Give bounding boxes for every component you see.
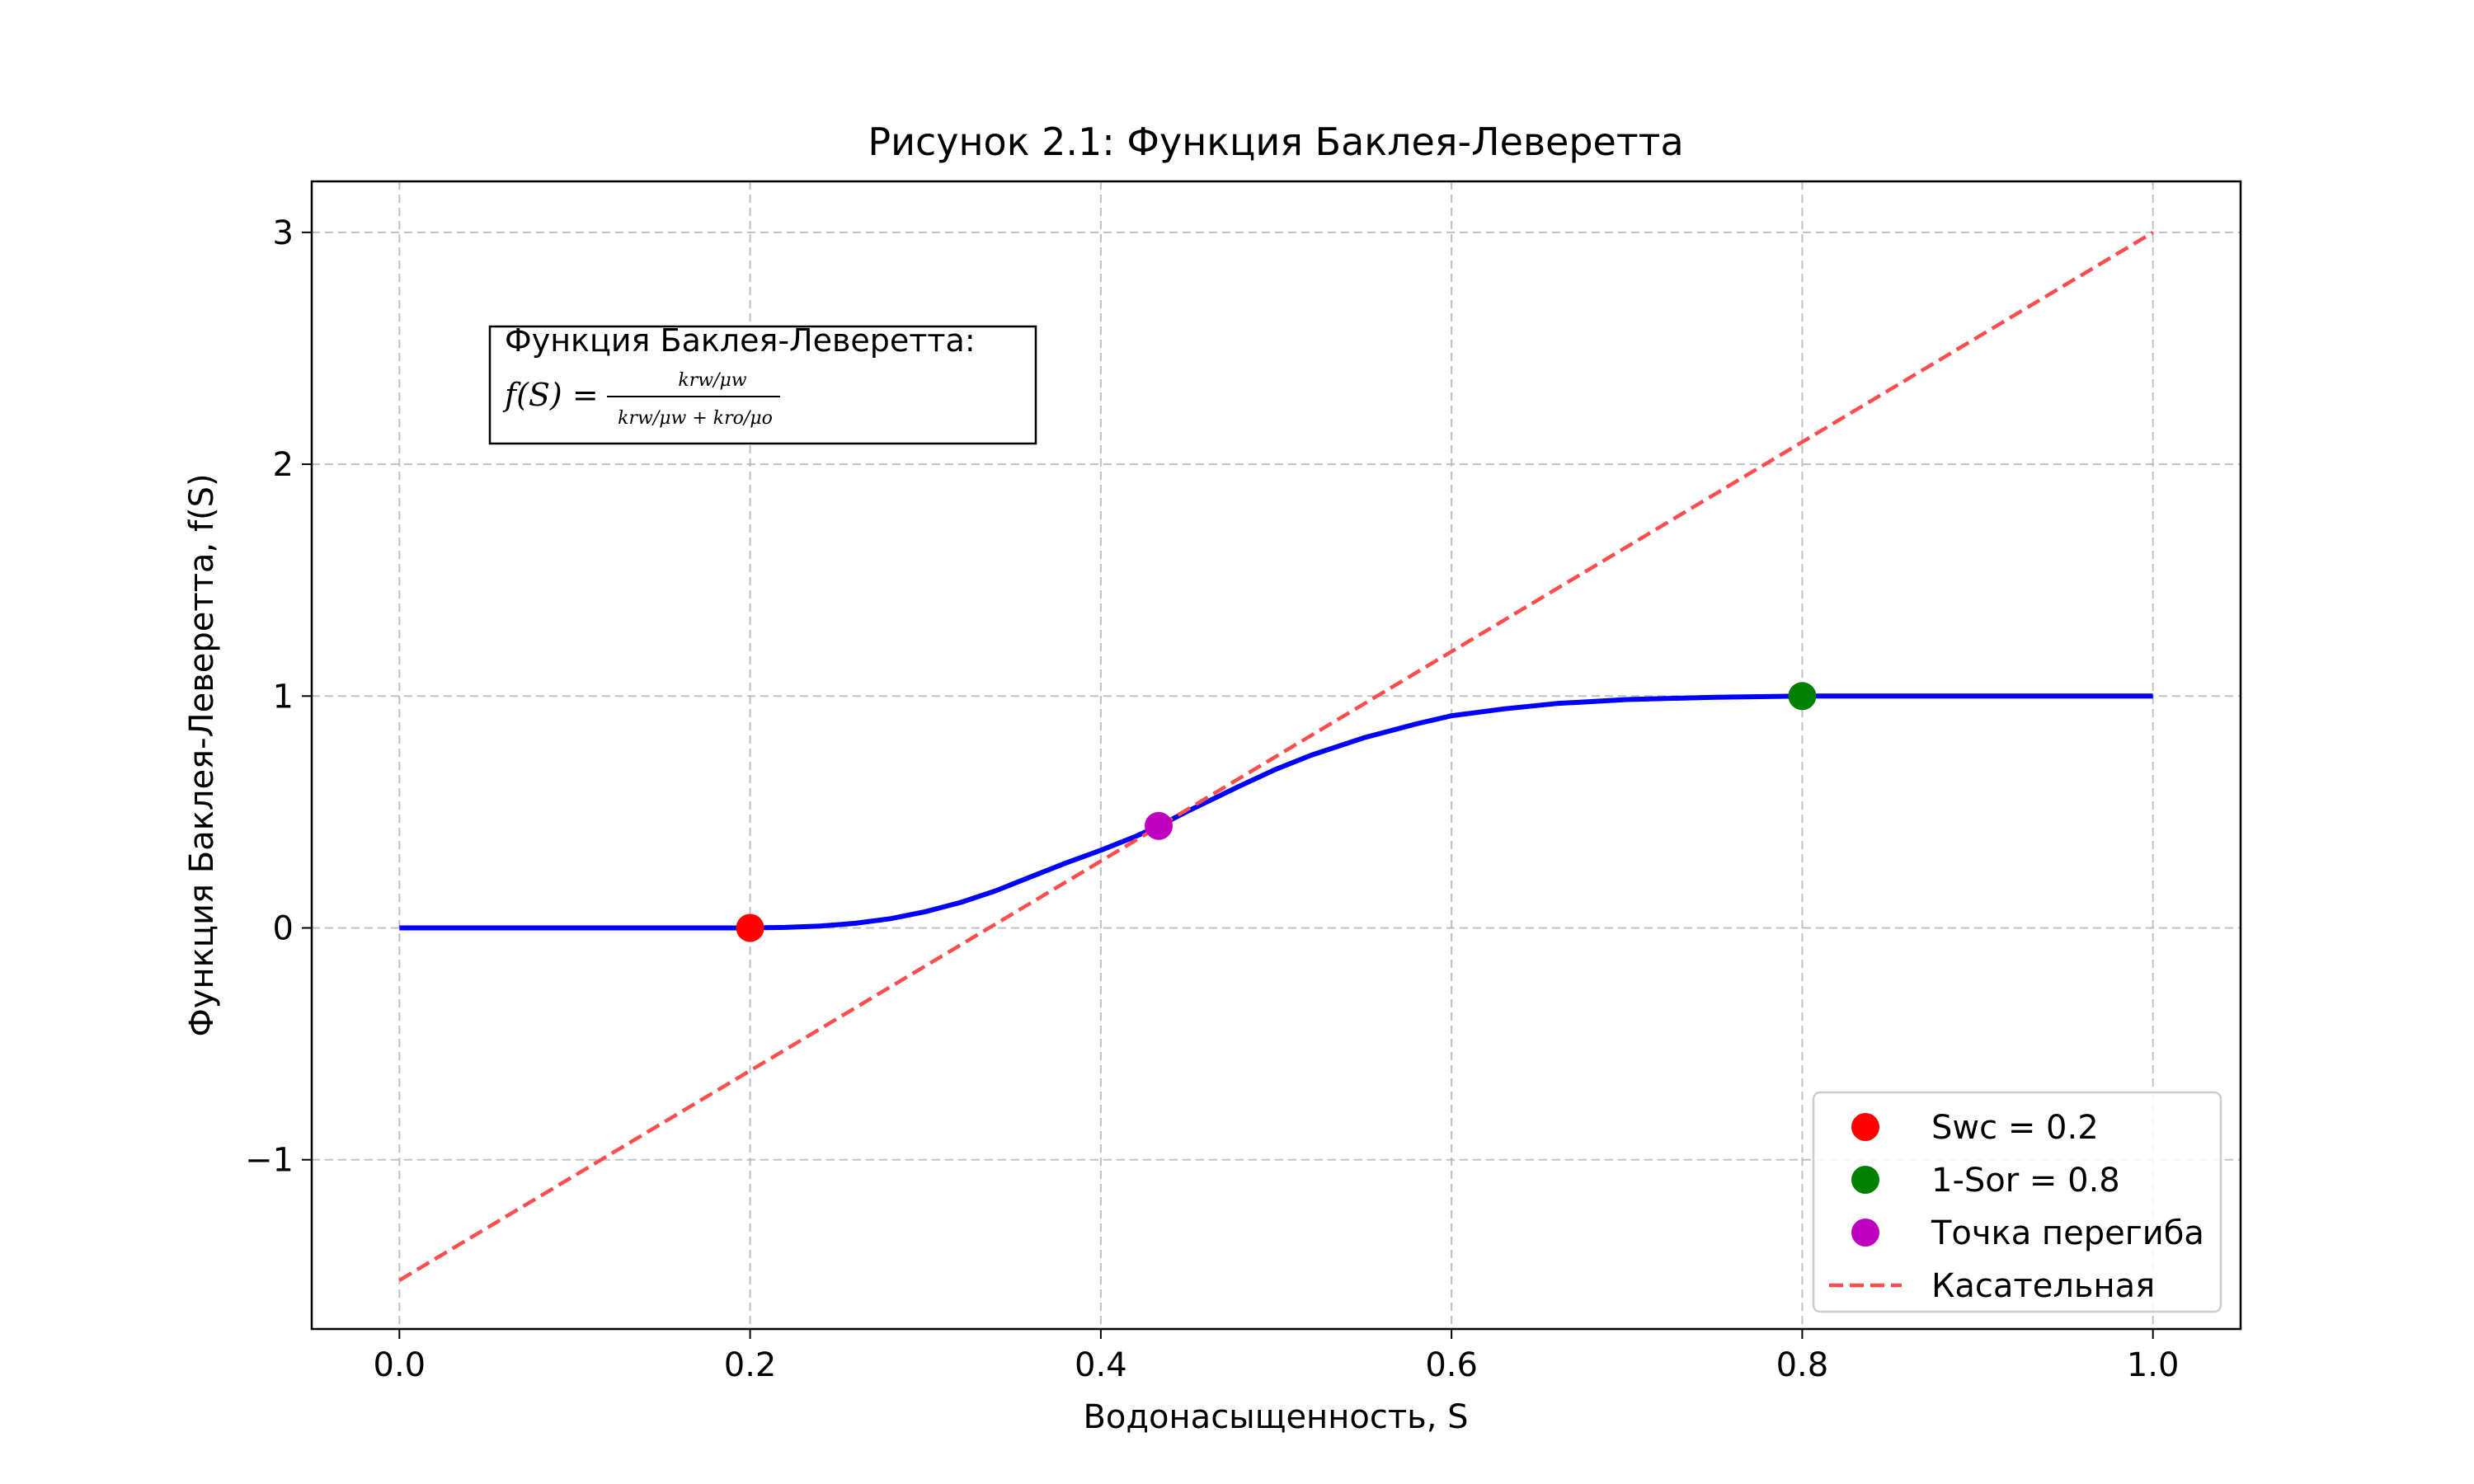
annotation-heading: Функция Баклея-Леверетта: <box>505 322 976 359</box>
legend-box <box>1812 1091 2222 1313</box>
x-tick-label: 0.6 <box>1425 1346 1478 1384</box>
chart-title: Рисунок 2.1: Функция Баклея-Леверетта <box>868 120 1683 164</box>
data-point <box>1788 682 1817 711</box>
y-tick-label: 3 <box>273 214 294 252</box>
formula-lhs: f(S) = <box>502 377 599 413</box>
formula-denominator: krw/μw + kro/μo <box>618 408 773 429</box>
legend-label: Касательная <box>1931 1267 2155 1305</box>
x-tick-label: 0.2 <box>724 1346 777 1384</box>
plot-area <box>398 230 2154 1282</box>
x-tick-label: 0.0 <box>374 1346 426 1384</box>
legend-marker <box>1851 1219 1879 1247</box>
legend-label: Swc = 0.2 <box>1931 1109 2099 1147</box>
axes-frame <box>310 180 2242 1331</box>
y-tick-label: 0 <box>273 910 294 948</box>
x-axis: 0.0 0.2 0.4 0.6 0.8 1.0 <box>374 1329 2180 1384</box>
legend-items: Swc = 0.2 1-Sor = 0.8 Точка перегиба Касате… <box>1829 1109 2204 1305</box>
legend-label: 1-Sor = 0.8 <box>1931 1162 2120 1200</box>
formula-numerator: krw/μw <box>678 370 746 391</box>
legend: Swc = 0.2 1-Sor = 0.8 Точка перегиба Касате… <box>1812 1091 2222 1313</box>
y-axis: −1 0 1 2 3 <box>245 214 312 1180</box>
y-tick-label: 2 <box>273 446 294 484</box>
y-axis-label: Функция Баклея-Леверетта, f(S) <box>183 473 221 1036</box>
y-tick-label: 1 <box>273 678 294 716</box>
x-tick-label: 0.8 <box>1776 1346 1829 1384</box>
x-tick-label: 0.4 <box>1075 1346 1127 1384</box>
annotation-box <box>488 325 1037 445</box>
data-point <box>736 913 764 942</box>
tangent-line <box>398 230 2154 1282</box>
formula-annotation: Функция Баклея-Леверетта: f(S) = krw/μw … <box>488 322 1037 445</box>
legend-marker <box>1851 1166 1879 1194</box>
x-tick-label: 1.0 <box>2127 1346 2180 1384</box>
legend-label: Точка перегиба <box>1931 1214 2204 1252</box>
data-point <box>1145 811 1174 840</box>
x-axis-label: Водонасыщенность, S <box>1083 1398 1468 1436</box>
y-tick-label: −1 <box>245 1142 294 1180</box>
legend-marker <box>1851 1113 1879 1141</box>
